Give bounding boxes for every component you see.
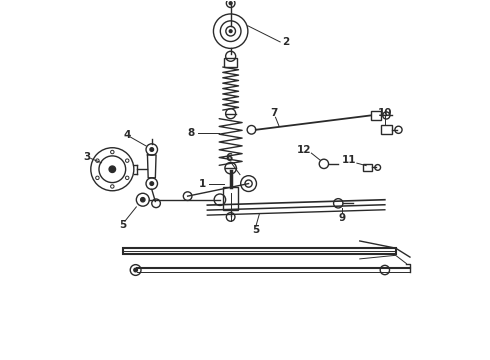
Text: 9: 9 xyxy=(338,213,345,222)
Circle shape xyxy=(229,2,232,5)
Bar xyxy=(224,58,237,67)
Bar xyxy=(123,248,395,253)
Circle shape xyxy=(150,148,153,151)
Text: 6: 6 xyxy=(225,153,232,163)
Bar xyxy=(364,164,372,171)
Text: 10: 10 xyxy=(378,108,392,118)
Bar xyxy=(370,111,381,120)
Text: 1: 1 xyxy=(199,179,206,189)
Circle shape xyxy=(141,198,145,202)
Text: 7: 7 xyxy=(270,108,277,118)
Bar xyxy=(381,126,392,134)
Bar xyxy=(223,187,238,211)
Circle shape xyxy=(109,166,116,172)
Circle shape xyxy=(150,182,153,185)
Circle shape xyxy=(134,268,137,272)
Circle shape xyxy=(229,30,232,32)
Text: 4: 4 xyxy=(123,130,131,140)
Text: 12: 12 xyxy=(297,144,312,154)
Text: 3: 3 xyxy=(83,152,90,162)
Text: 5: 5 xyxy=(252,225,259,235)
Text: 11: 11 xyxy=(342,155,356,165)
Text: 8: 8 xyxy=(188,128,195,138)
Text: 2: 2 xyxy=(282,37,289,47)
Text: 5: 5 xyxy=(120,220,127,230)
